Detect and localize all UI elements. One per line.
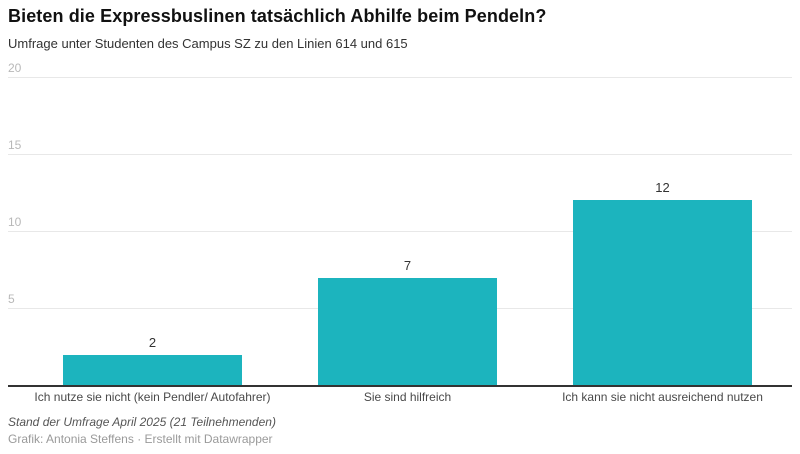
x-axis-category-label: Ich nutze sie nicht (kein Pendler/ Autof… bbox=[34, 390, 271, 404]
chart-byline: Grafik: Antonia Steffens · Erstellt mit … bbox=[8, 432, 273, 446]
chart-title: Bieten die Expressbuslinen tatsächlich A… bbox=[8, 6, 547, 26]
gridline bbox=[8, 77, 792, 78]
y-axis-tick-label: 10 bbox=[8, 215, 22, 230]
bar[interactable] bbox=[318, 277, 497, 386]
chart-subtitle: Umfrage unter Studenten des Campus SZ zu… bbox=[8, 36, 408, 51]
y-axis-tick-label: 5 bbox=[8, 292, 15, 307]
bar[interactable] bbox=[63, 354, 242, 386]
x-axis-category-label: Sie sind hilfreich bbox=[363, 390, 452, 404]
chart-footnote: Stand der Umfrage April 2025 (21 Teilneh… bbox=[8, 415, 276, 429]
gridline bbox=[8, 231, 792, 233]
x-axis-category-label: Ich kann sie nicht ausreichend nutzen bbox=[562, 390, 763, 404]
bar-value-label: 7 bbox=[403, 257, 412, 273]
y-axis-tick-label: 20 bbox=[8, 61, 22, 75]
bar-value-label: 12 bbox=[655, 180, 670, 196]
bar[interactable] bbox=[573, 200, 752, 386]
gridline bbox=[8, 154, 792, 156]
y-axis-tick-label: 15 bbox=[8, 138, 22, 153]
bar-value-label: 2 bbox=[148, 334, 157, 350]
x-axis-line bbox=[8, 385, 792, 387]
